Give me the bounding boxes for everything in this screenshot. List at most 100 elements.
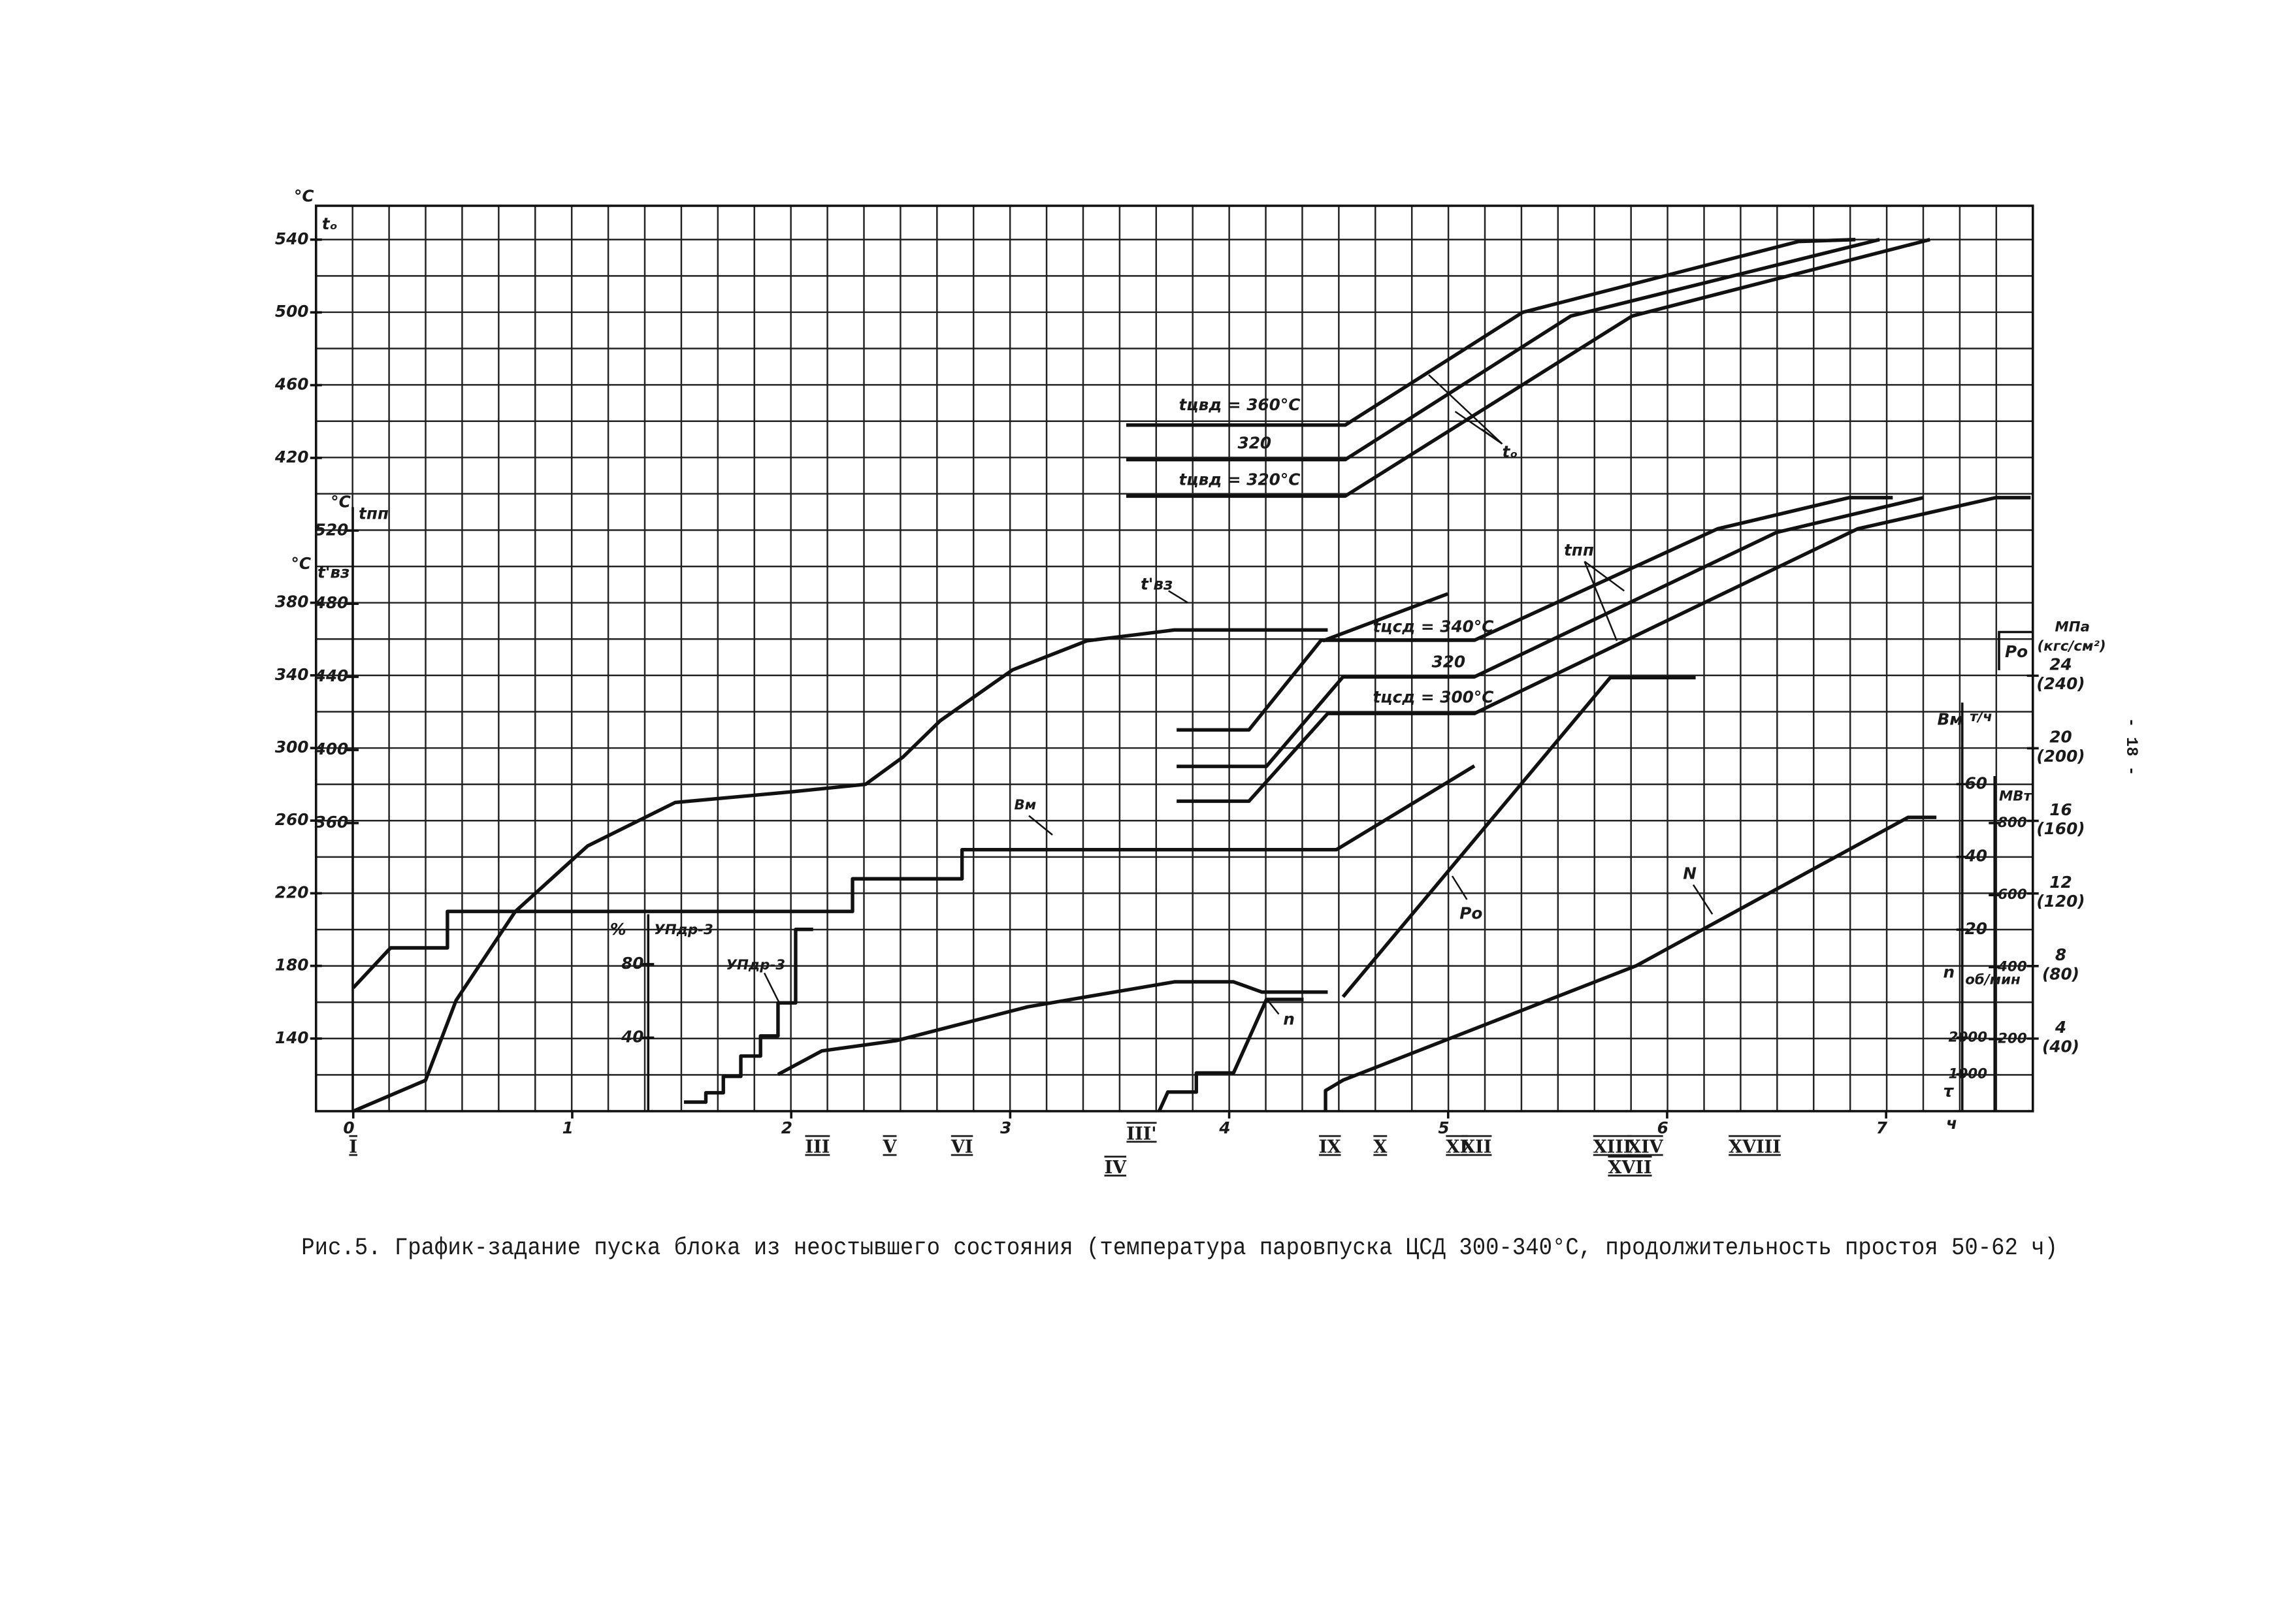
y-tick-label: 20 — [2049, 728, 2072, 747]
data-line — [1126, 238, 1930, 498]
x-marker-label: XI — [1446, 1137, 1468, 1158]
data-line — [1324, 815, 1937, 1111]
y-tick-label: 220 — [275, 883, 309, 901]
axis-label: tпп — [359, 504, 389, 523]
x-tick-label: 6 — [1657, 1118, 1668, 1137]
annotation: n — [1283, 1009, 1295, 1028]
y-tick-label: 40 — [1964, 847, 1987, 866]
x-tick-label: 4 — [1218, 1118, 1230, 1137]
axis-unit: т/ч — [1970, 709, 1992, 725]
y-tick-label: 340 — [275, 665, 309, 684]
y-tick-label: 12 — [2049, 873, 2072, 892]
annotation: tцвд = 320°C — [1179, 470, 1300, 489]
y-tick-label: 400 — [1997, 958, 2027, 975]
y-tick-label: 440 — [314, 666, 349, 685]
y-tick-label: 600 — [1998, 886, 2027, 903]
annotation: tцвд = 360°C — [1179, 395, 1300, 414]
y-tick-label: 520 — [315, 520, 349, 539]
axis-unit: (кгс/см²) — [2037, 638, 2106, 655]
leader-line — [1451, 875, 1468, 900]
leader-line — [1428, 374, 1503, 445]
y-tick-label: 4 — [2055, 1018, 2066, 1037]
x-tick-label: 2 — [781, 1118, 792, 1137]
data-line — [1126, 238, 1880, 462]
y-tick-label: 8 — [2055, 945, 2066, 964]
data-line — [1341, 675, 1696, 998]
data-line — [777, 980, 1328, 1077]
y-tick-label: 500 — [275, 302, 309, 321]
leader-line — [1168, 590, 1188, 604]
y-tick-label-secondary: (120) — [2036, 892, 2085, 911]
axis-unit: % — [610, 920, 626, 939]
x-marker-label: IV — [1104, 1158, 1127, 1178]
plot-frame — [314, 204, 2034, 1112]
x-tick-label: 0 — [343, 1118, 354, 1137]
data-line — [351, 764, 1476, 990]
annotation: 320 — [1431, 653, 1465, 672]
annotation: tцсд = 340°C — [1373, 617, 1493, 636]
axis-label: tₒ — [322, 214, 338, 233]
annotation: tцсд = 300°C — [1373, 688, 1493, 707]
y-tick-label: 60 — [1965, 773, 1987, 792]
data-line — [1177, 496, 2031, 804]
leader-line — [1266, 999, 1280, 1015]
x-marker-label: X — [1373, 1137, 1387, 1158]
leader-line — [1692, 884, 1714, 915]
y-tick-label: 360 — [315, 813, 349, 832]
data-line — [1177, 496, 1924, 768]
annotation: tпп — [1564, 541, 1594, 560]
x-marker-label: XVII — [1608, 1158, 1651, 1178]
y-tick-label: 180 — [275, 956, 309, 975]
axis-label: УПдр-3 — [654, 922, 713, 938]
annotation: УПдр-3 — [726, 957, 786, 973]
y-tick-label-secondary: (80) — [2042, 964, 2079, 983]
y-tick-label: 200 — [1998, 1031, 2027, 1047]
y-tick-label: 1000 — [1949, 1066, 1988, 1082]
y-tick-label: 140 — [275, 1028, 309, 1047]
data-line — [1177, 496, 1893, 732]
annotation: t'вз — [1141, 574, 1173, 593]
x-marker-label: I — [349, 1137, 357, 1158]
y-tick-label-secondary: (240) — [2036, 674, 2085, 693]
x-axis-label: τ — [1943, 1082, 1954, 1101]
y-tick-label: 380 — [275, 593, 309, 611]
data-line — [352, 628, 1328, 1113]
x-axis-unit: ч — [1946, 1114, 1957, 1133]
x-marker-label: V — [883, 1137, 898, 1158]
leader-line — [763, 972, 780, 1003]
axis-label: Bм — [1937, 709, 1962, 728]
data-line — [1126, 238, 1856, 427]
annotation: N — [1683, 864, 1697, 883]
axis-label: Pо — [2005, 642, 2028, 661]
y-tick-label: 300 — [275, 738, 309, 756]
annotation: Bм — [1015, 797, 1037, 813]
x-tick-label: 7 — [1876, 1118, 1888, 1137]
axis-unit: °C — [291, 554, 312, 573]
axis-unit: °C — [331, 492, 351, 511]
x-marker-label: III' — [1126, 1124, 1156, 1144]
curves — [351, 238, 2031, 1113]
y-tick-label: 460 — [274, 375, 309, 394]
x-marker-label: XIV — [1627, 1137, 1664, 1158]
y-tick-label: 2000 — [1949, 1029, 1988, 1045]
axis-unit: МВт — [1999, 788, 2033, 804]
x-marker-label: XIII — [1593, 1137, 1632, 1158]
y-tick-label-secondary: (200) — [2036, 747, 2085, 766]
axis-label: n — [1943, 962, 1955, 981]
axis-unit: МПа — [2055, 619, 2090, 636]
grid — [316, 205, 2033, 1111]
annotation: tₒ — [1502, 442, 1518, 461]
y-tick-label: 420 — [274, 447, 309, 466]
y-tick-label: 400 — [314, 739, 349, 758]
x-marker-label: III — [805, 1137, 830, 1158]
y-tick-label: 800 — [1998, 815, 2027, 831]
caption: Рис.5. График-задание пуска блока из нео… — [301, 1235, 2058, 1262]
page-number: - 18 - — [2122, 717, 2140, 775]
x-tick-label: 1 — [562, 1118, 574, 1137]
annotation: Pо — [1459, 903, 1482, 922]
x-marker-label: IX — [1319, 1137, 1341, 1158]
x-tick-label: 3 — [1000, 1118, 1011, 1137]
axis-box — [1998, 630, 2033, 670]
